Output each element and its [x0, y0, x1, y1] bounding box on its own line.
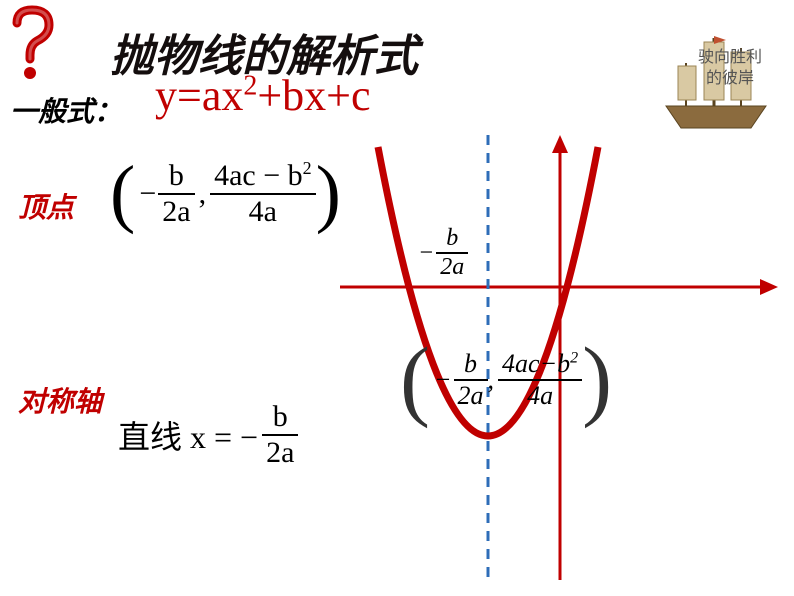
frac-num: b [436, 225, 468, 252]
vertex-y-frac: 4ac − b2 4a [210, 158, 316, 229]
axis-formula: 直线 x = − b 2a [118, 400, 298, 470]
comma: , [488, 365, 495, 395]
axis-frac: b 2a [262, 400, 298, 470]
frac-num: 4ac−b2 [498, 349, 582, 379]
frac-den: 4a [210, 193, 316, 229]
right-paren: ) [316, 163, 341, 224]
minus-sign: − [434, 365, 452, 395]
frac-den: 2a [262, 434, 298, 470]
formula-prefix: y=ax [155, 71, 243, 120]
general-form-label: 一般式： [10, 90, 122, 130]
graph-vertex-label: ( − b 2a , 4ac−b2 4a ) [400, 348, 612, 411]
formula-suffix: +bx+c [257, 71, 370, 120]
comma: , [199, 177, 207, 211]
frac-num: b [454, 349, 488, 379]
frac-den: 4a [498, 379, 582, 411]
graph-vertex-y-frac: 4ac−b2 4a [498, 349, 582, 411]
graph-axis-frac: b 2a [436, 225, 468, 281]
minus-sign: − [139, 177, 156, 211]
vertex-formula: ( − b 2a , 4ac − b2 4a ) [110, 158, 341, 229]
question-mark-icon [2, 5, 62, 83]
boat-caption: 驶向胜利 的彼岸 [698, 48, 762, 90]
boat-caption-line2: 的彼岸 [706, 70, 754, 87]
boat-caption-line1: 驶向胜利 [698, 49, 762, 66]
left-paren: ( [400, 348, 430, 411]
graph-vertex-x-frac: b 2a [454, 349, 488, 411]
frac-num: 4ac − b2 [210, 158, 316, 193]
axis-line-text: 直线 x = − [118, 412, 258, 458]
formula-sup: 2 [243, 70, 257, 101]
frac-den: 2a [158, 193, 194, 229]
frac-num: b [262, 400, 298, 434]
left-paren: ( [110, 163, 135, 224]
vertex-x-frac: b 2a [158, 159, 194, 229]
vertex-label: 顶点 [18, 186, 74, 226]
graph-axis-x-label: − b 2a [418, 225, 468, 281]
frac-num: b [158, 159, 194, 193]
right-paren: ) [582, 348, 612, 411]
axis-label: 对称轴 [18, 380, 102, 420]
minus-sign: − [418, 240, 434, 267]
frac-den: 2a [454, 379, 488, 411]
frac-den: 2a [436, 252, 468, 281]
general-form-formula: y=ax2+bx+c [155, 70, 371, 121]
